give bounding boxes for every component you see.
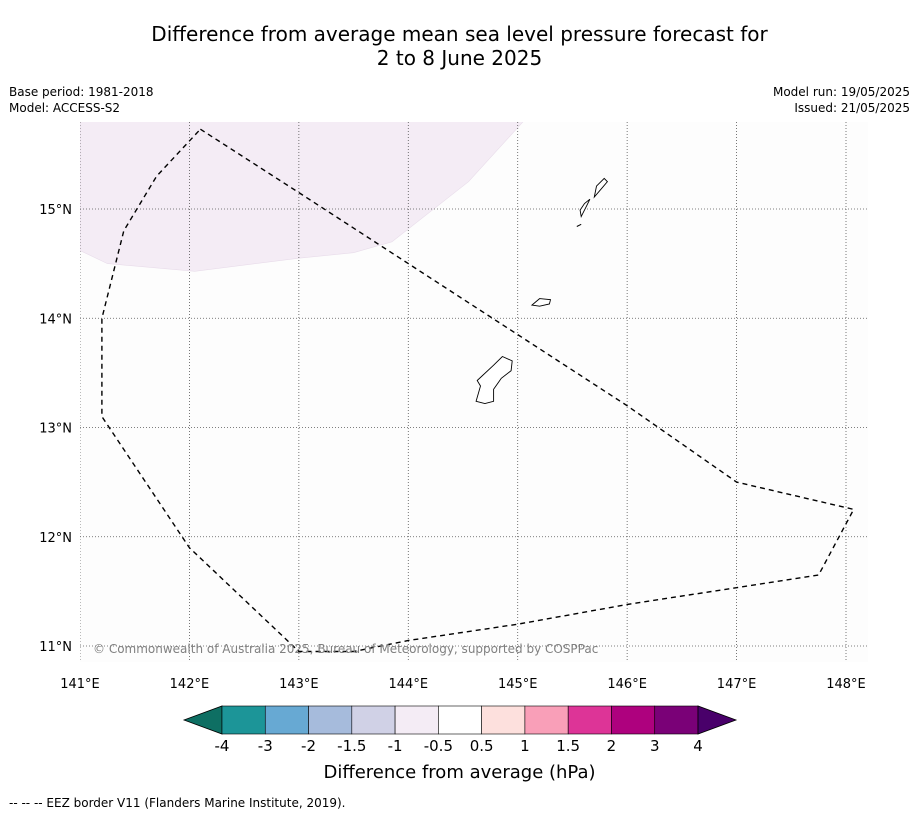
copyright-text: © Commonwealth of Australia 2025, Bureau… — [93, 642, 598, 656]
map-area: © Commonwealth of Australia 2025, Bureau… — [39, 122, 868, 692]
lat-tick-label: 14°N — [39, 312, 72, 327]
lon-tick-label: 141°E — [60, 677, 100, 692]
colorbar-label: Difference from average (hPa) — [323, 762, 596, 783]
model-name: Model: ACCESS-S2 — [9, 101, 121, 115]
title-line-1: Difference from average mean sea level p… — [151, 22, 768, 46]
lon-tick-label: 148°E — [826, 677, 866, 692]
colorbar-tick-label: 1.5 — [556, 737, 580, 755]
island-saipan — [593, 177, 609, 199]
model-run: Model run: 19/05/2025 — [772, 85, 910, 99]
colorbar-tick-label: -2 — [301, 737, 316, 755]
lon-tick-label: 143°E — [279, 677, 319, 692]
colorbar-tick-label: 2 — [607, 737, 617, 755]
lon-tick-label: 146°E — [607, 677, 647, 692]
base-period: Base period: 1981-2018 — [9, 85, 154, 99]
lat-tick-label: 11°N — [39, 640, 72, 655]
island-aguijan — [576, 223, 582, 227]
lon-tick-label: 147°E — [717, 677, 757, 692]
plot-content: © Commonwealth of Australia 2025, Bureau… — [80, 122, 868, 662]
chart-title: Difference from average mean sea level p… — [0, 22, 919, 70]
island-tinian — [579, 198, 591, 219]
lon-tick-label: 144°E — [389, 677, 429, 692]
meta-left: Base period: 1981-2018 Model: ACCESS-S2 — [9, 84, 154, 116]
colorbar-tick-label: -3 — [258, 737, 273, 755]
lat-tick-label: 15°N — [39, 203, 72, 218]
colorbar-arrow-low — [182, 705, 223, 735]
colorbar-segment — [438, 705, 482, 735]
colorbar-tick-label: -1.5 — [337, 737, 366, 755]
colorbar-segment — [481, 705, 526, 735]
anomaly-region — [80, 122, 524, 272]
title-line-2: 2 to 8 June 2025 — [376, 46, 543, 70]
colorbar-segment — [308, 705, 353, 735]
lon-tick-label: 142°E — [170, 677, 210, 692]
colorbar-tick-label: 1 — [520, 737, 530, 755]
meta-right: Model run: 19/05/2025 Issued: 21/05/2025 — [773, 84, 910, 116]
colorbar-segment — [524, 705, 569, 735]
colorbar-arrow-high — [697, 705, 738, 735]
issued-date: Issued: 21/05/2025 — [794, 101, 910, 115]
colorbar-tick-label: -1 — [388, 737, 403, 755]
island-rota — [530, 298, 552, 307]
colorbar-tick-label: -4 — [215, 737, 230, 755]
lon-tick-label: 145°E — [498, 677, 538, 692]
colorbar-segment — [264, 705, 309, 735]
colorbar-segment — [351, 705, 396, 735]
colorbar-tick-label: 4 — [693, 737, 703, 755]
colorbar-segment — [394, 705, 439, 735]
island-guam — [475, 355, 513, 404]
colorbar-segment — [221, 705, 266, 735]
footer-note: -- -- -- EEZ border V11 (Flanders Marine… — [9, 796, 346, 810]
colorbar: -4 -3 -2 -1.5 -1 -0.5 0.5 1 1.5 2 3 4 — [182, 705, 738, 755]
lat-tick-label: 12°N — [39, 531, 72, 546]
colorbar-tick-label: 0.5 — [470, 737, 494, 755]
colorbar-tick-label: 3 — [650, 737, 660, 755]
colorbar-segment — [654, 705, 699, 735]
lat-tick-label: 13°N — [39, 422, 72, 437]
colorbar-tick-label: -0.5 — [424, 737, 453, 755]
colorbar-segment — [611, 705, 656, 735]
colorbar-segment — [567, 705, 612, 735]
